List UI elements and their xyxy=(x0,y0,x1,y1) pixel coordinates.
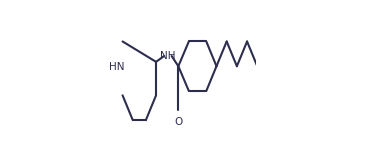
Text: HN: HN xyxy=(109,62,124,72)
Text: NH: NH xyxy=(160,51,175,61)
Text: O: O xyxy=(174,117,183,127)
